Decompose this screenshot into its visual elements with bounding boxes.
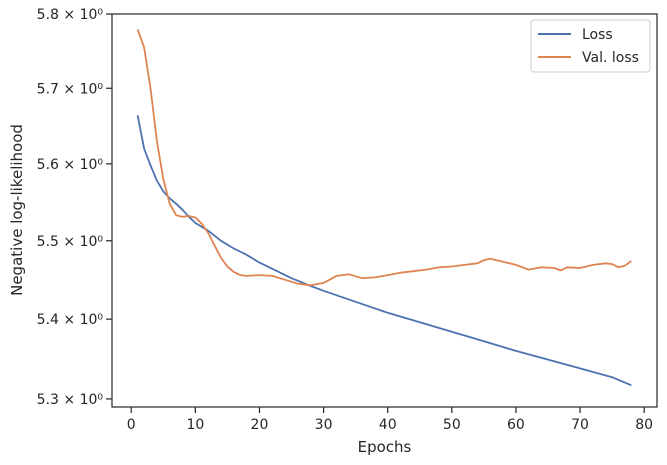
y-tick-label: 5.7 × 10⁰ (37, 81, 104, 97)
series-line-val-loss (136, 29, 632, 287)
y-axis: 5.3 × 10⁰ 5.4 × 10⁰ 5.5 × 10⁰ 5.6 × 10⁰ 5.7 … (37, 7, 112, 408)
y-axis-label: Negative log-likelihood (8, 124, 26, 296)
series-layer (136, 29, 632, 387)
legend: Loss Val. loss (530, 19, 651, 73)
legend-label-loss: Loss (582, 27, 613, 43)
x-tick-label: 30 (315, 417, 333, 433)
legend-label-val-loss: Val. loss (582, 50, 639, 66)
x-axis-label: Epochs (358, 438, 412, 456)
y-tick-label: 5.5 × 10⁰ (37, 234, 104, 250)
x-tick-label: 0 (127, 417, 136, 433)
x-tick-label: 50 (443, 417, 461, 433)
x-tick-label: 80 (635, 417, 653, 433)
y-tick-label: 5.4 × 10⁰ (37, 312, 104, 328)
x-axis: 0 10 20 30 40 50 60 70 80 (127, 407, 653, 433)
y-tick-label: 5.3 × 10⁰ (37, 392, 104, 408)
x-tick-label: 10 (186, 417, 204, 433)
x-tick-label: 70 (571, 417, 589, 433)
x-tick-label: 40 (379, 417, 397, 433)
x-tick-label: 20 (251, 417, 269, 433)
y-tick-label: 5.8 × 10⁰ (37, 7, 104, 23)
plot-area (111, 13, 658, 408)
x-tick-label: 60 (507, 417, 525, 433)
y-tick-label: 5.6 × 10⁰ (37, 157, 104, 173)
